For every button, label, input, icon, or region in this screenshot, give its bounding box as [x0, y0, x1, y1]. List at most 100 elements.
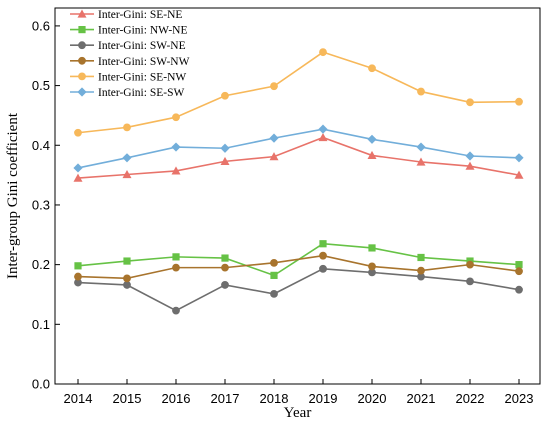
series-group [74, 48, 523, 137]
data-point [270, 289, 278, 298]
data-point [122, 170, 132, 179]
data-point [319, 48, 327, 57]
legend-marker [78, 72, 86, 81]
data-point [368, 244, 376, 252]
data-point [221, 91, 229, 100]
data-point [270, 258, 278, 267]
data-point [319, 264, 327, 273]
legend-label: Inter-Gini: SE-NE [98, 9, 182, 21]
data-point [416, 142, 426, 152]
data-point [416, 157, 426, 166]
data-point [515, 267, 523, 276]
data-point [270, 82, 278, 91]
legend-label: Inter-Gini: SE-SW [98, 87, 184, 99]
series-line [77, 128, 520, 169]
y-tick-label: 0.2 [32, 257, 50, 272]
data-point [269, 152, 279, 161]
legend-label: Inter-Gini: NW-NE [98, 25, 188, 37]
data-point [466, 260, 474, 269]
data-point [123, 274, 131, 283]
data-point [74, 272, 82, 281]
legend-label: Inter-Gini: SW-NE [98, 40, 186, 52]
data-point [221, 254, 229, 262]
data-point [318, 124, 328, 134]
data-point [515, 285, 523, 294]
data-point [220, 156, 230, 165]
data-point [269, 133, 279, 143]
y-tick-label: 0.3 [32, 197, 50, 212]
data-point [514, 153, 524, 163]
data-point [368, 64, 376, 73]
data-point [171, 166, 181, 175]
legend-label: Inter-Gini: SE-NW [98, 71, 186, 83]
y-tick-label: 0.6 [32, 18, 50, 33]
data-point [465, 151, 475, 161]
series-group [73, 133, 524, 182]
data-point [172, 253, 180, 261]
legend-marker [77, 9, 87, 18]
data-point [515, 97, 523, 106]
data-point [319, 240, 327, 248]
data-point [318, 133, 328, 142]
series-line [77, 136, 520, 179]
data-point [74, 262, 82, 270]
y-axis-title: Inter-group Gini coefficient [5, 112, 21, 279]
series-line [77, 254, 520, 280]
legend-marker [77, 87, 87, 97]
data-point [417, 253, 425, 262]
data-point [73, 163, 83, 173]
data-point [171, 142, 181, 152]
series-group [74, 251, 523, 283]
data-point [172, 306, 180, 315]
data-point [122, 153, 132, 163]
data-point [221, 263, 229, 272]
legend-marker [78, 56, 86, 65]
series-line [77, 51, 520, 134]
series-line [77, 267, 520, 312]
data-point [417, 87, 425, 96]
series-group [74, 264, 523, 315]
x-tick-label: 2020 [358, 391, 387, 406]
x-tick-label: 2014 [64, 391, 93, 406]
data-point [73, 173, 83, 182]
data-point [319, 251, 327, 260]
x-tick-label: 2022 [456, 391, 485, 406]
data-point [465, 161, 475, 170]
x-tick-label: 2018 [260, 391, 289, 406]
data-point [368, 268, 376, 277]
y-tick-label: 0.1 [32, 317, 50, 332]
plot-frame [54, 7, 541, 385]
legend-marker [78, 26, 86, 34]
x-tick-label: 2016 [162, 391, 191, 406]
data-point [466, 98, 474, 107]
data-point [417, 266, 425, 275]
data-point [172, 263, 180, 272]
series-layer [73, 48, 524, 315]
y-tick-label: 0.4 [32, 138, 50, 153]
legend-marker [78, 41, 86, 50]
y-tick-label: 0.0 [32, 377, 50, 392]
data-point [417, 272, 425, 281]
axes: 0.0 0.1 0.2 0.3 0.4 0.5 0.6 2014 2015 2016 2017 201… [32, 7, 541, 406]
legend-label: Inter-Gini: SW-NW [98, 56, 190, 68]
data-point [466, 277, 474, 286]
series-group [73, 124, 524, 173]
x-axis-title: Year [284, 405, 312, 421]
data-point [74, 278, 82, 287]
data-point [270, 271, 278, 279]
legend: Inter-Gini: SE-NE Inter-Gini: NW-NE Inter-… [70, 9, 190, 99]
data-point [221, 281, 229, 289]
y-tick-label: 0.5 [32, 78, 50, 93]
data-point [367, 150, 377, 160]
x-tick-label: 2015 [113, 391, 142, 406]
data-point [514, 170, 524, 179]
data-point [367, 134, 377, 144]
data-point [368, 262, 376, 271]
data-point [172, 113, 180, 122]
x-tick-label: 2023 [505, 391, 534, 406]
data-point [515, 261, 523, 269]
x-tick-label: 2017 [211, 391, 240, 406]
x-tick-label: 2019 [309, 391, 338, 406]
x-tick-label: 2021 [407, 391, 436, 406]
